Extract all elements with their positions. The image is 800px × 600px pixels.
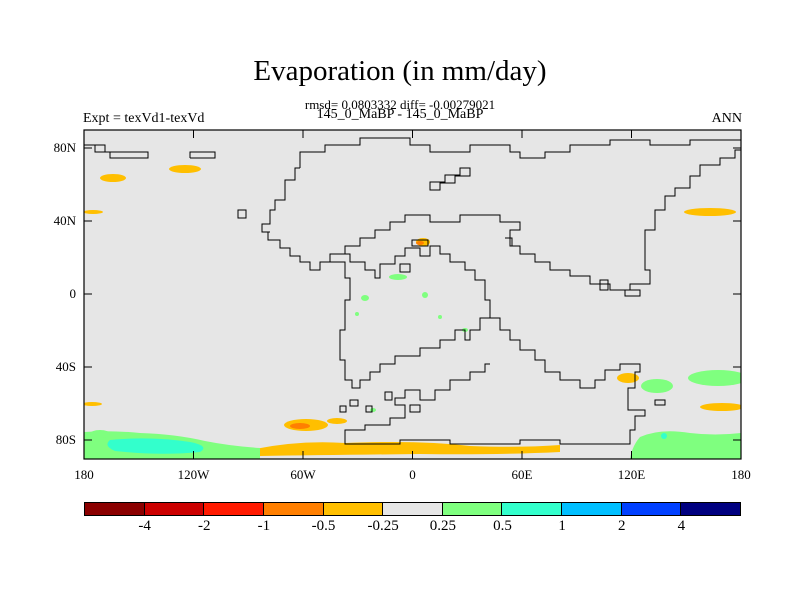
- season-label: ANN: [711, 111, 742, 126]
- coastline: [330, 245, 491, 389]
- lat-label: 40N: [54, 213, 77, 228]
- anomaly-patch: [700, 403, 741, 411]
- anomaly-patch: [361, 295, 369, 301]
- lat-label: 40S: [56, 359, 76, 374]
- anomaly-patch: [438, 315, 442, 319]
- plot-title: Evaporation (in mm/day): [253, 55, 547, 87]
- coastline: [409, 404, 421, 413]
- anomaly-patch: [389, 274, 407, 280]
- colorbar: [84, 502, 742, 516]
- colorbar-box: [203, 502, 264, 516]
- colorbar-label: 2: [617, 518, 626, 534]
- anomaly-patch: [84, 402, 102, 406]
- coastline: [384, 391, 393, 401]
- lon-label: 180: [731, 467, 751, 482]
- anomaly-patch: [355, 312, 359, 316]
- colorbar-label: 0.25: [429, 518, 456, 534]
- colorbar-label: 0.5: [493, 518, 512, 534]
- anomaly-patch: [169, 165, 201, 173]
- coastline: [399, 263, 411, 273]
- colorbar-box: [680, 502, 742, 516]
- coastline: [344, 317, 646, 445]
- coastline: [411, 239, 429, 247]
- lon-label: 120W: [178, 467, 211, 482]
- lon-label: 60E: [512, 467, 533, 482]
- lat-label: 80N: [54, 140, 77, 155]
- anomaly-patch: [84, 210, 103, 214]
- lat-label: 0: [70, 286, 77, 301]
- coastline: [349, 399, 359, 407]
- anomaly-patch: [107, 438, 204, 454]
- coastline: [365, 405, 373, 413]
- coastline: [237, 209, 247, 219]
- colorbar-box: [501, 502, 563, 516]
- expt-label: Expt = texVd1-texVd: [83, 111, 205, 126]
- lat-label: 80S: [56, 432, 76, 447]
- coastline: [624, 289, 641, 297]
- colorbar-box: [561, 502, 622, 516]
- lon-label: 180: [74, 467, 94, 482]
- coastline: [299, 137, 741, 168]
- colorbar-label: -0.5: [311, 518, 336, 534]
- anomaly-patch: [617, 373, 639, 383]
- colorbar-label: 4: [677, 518, 686, 534]
- colorbar-box: [84, 502, 145, 516]
- anomaly-patch: [688, 370, 741, 386]
- anomaly-patch: [255, 442, 560, 456]
- map-background: [84, 130, 741, 459]
- colorbar-label: -2: [198, 518, 211, 534]
- lon-label: 0: [409, 467, 416, 482]
- coastline: [505, 237, 513, 246]
- colorbar-box: [441, 502, 503, 516]
- anomaly-patch: [416, 241, 424, 245]
- colorbar-box: [322, 502, 384, 516]
- lon-label: 60W: [290, 467, 316, 482]
- tick-marks: [83, 130, 742, 459]
- colorbar-box: [262, 502, 324, 516]
- anomaly-patch: [90, 430, 110, 438]
- continent-outlines: [84, 137, 741, 445]
- coastline: [429, 167, 471, 191]
- anomaly-patch: [100, 174, 126, 182]
- coastline: [84, 144, 149, 159]
- lon-label: 120E: [618, 467, 646, 482]
- anomaly-patch: [641, 379, 673, 393]
- coastline: [261, 149, 741, 291]
- anomaly-patch: [684, 208, 736, 216]
- anomaly-patch: [661, 433, 667, 439]
- colorbar-label: -0.25: [367, 518, 399, 534]
- stats-line: rmsd= 0.0803332 diff= -0.00279021: [304, 97, 496, 112]
- coastline: [654, 399, 666, 406]
- colorbar-box: [620, 502, 682, 516]
- colorbar-box: [143, 502, 205, 516]
- anomaly-patches: [84, 165, 741, 459]
- anomaly-patch: [422, 292, 428, 298]
- anomaly-patch: [290, 423, 310, 429]
- coastline: [339, 405, 347, 413]
- coastline: [599, 279, 609, 291]
- case-line: 145_0_MaBP - 145_0_MaBP: [316, 107, 484, 122]
- anomaly-patch: [630, 431, 741, 459]
- coastline: [189, 151, 216, 159]
- colorbar-box: [382, 502, 443, 516]
- anomaly-patch: [327, 418, 347, 424]
- anomaly-patch: [370, 408, 376, 412]
- colorbar-label: -4: [138, 518, 151, 534]
- colorbar-label: -1: [257, 518, 271, 534]
- colorbar-label: 1: [558, 518, 566, 534]
